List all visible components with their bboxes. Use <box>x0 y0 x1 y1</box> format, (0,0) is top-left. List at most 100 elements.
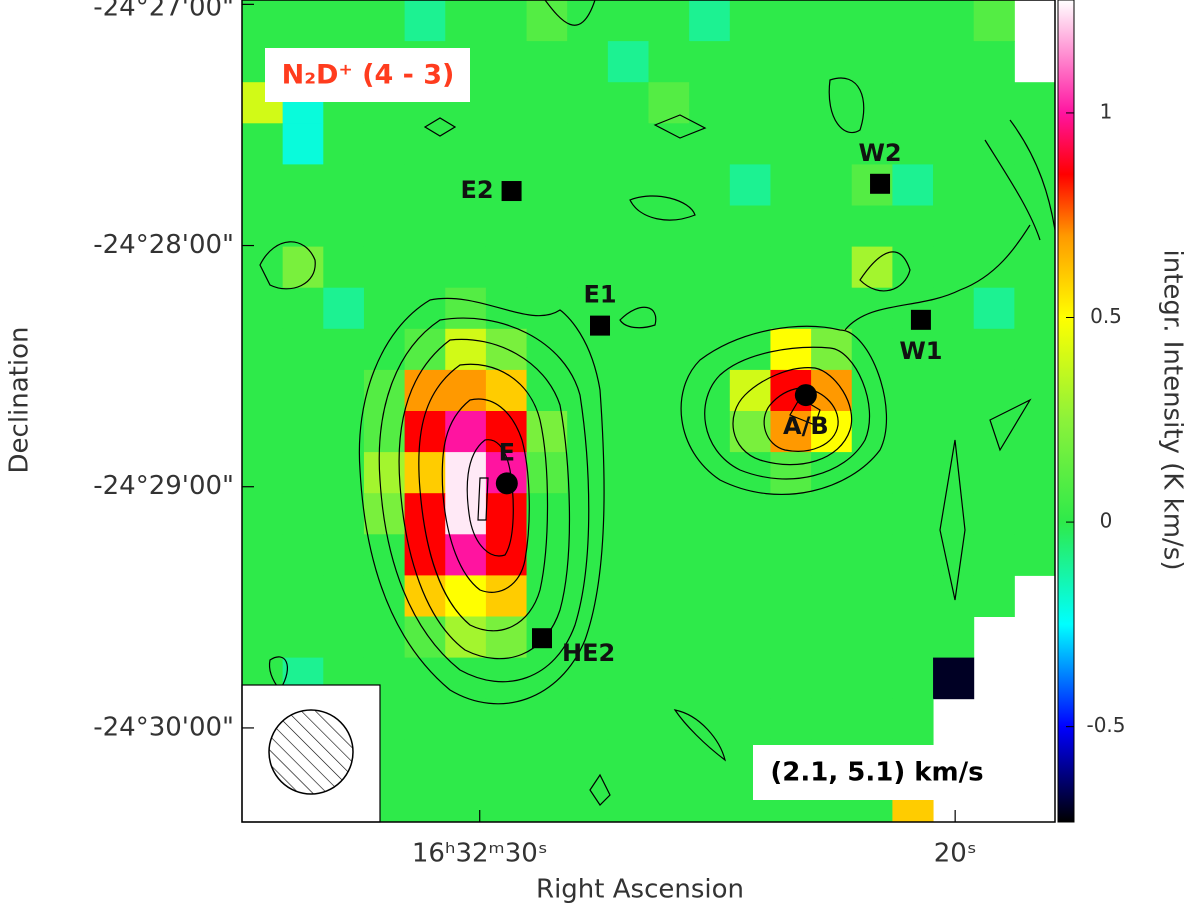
pixel <box>973 369 1015 412</box>
pixel <box>485 657 528 700</box>
pixel <box>1014 493 1055 535</box>
pixel <box>811 452 853 494</box>
pixel <box>648 41 690 83</box>
pixel <box>242 328 284 371</box>
pixel <box>933 123 975 165</box>
pixel <box>363 534 406 576</box>
pixel <box>1014 246 1055 289</box>
pixel <box>404 739 446 782</box>
pixel <box>445 493 487 535</box>
pixel <box>648 616 690 659</box>
pixel <box>526 657 568 700</box>
pixel <box>729 82 771 124</box>
pixel <box>811 287 853 330</box>
pixel <box>404 411 446 453</box>
pixel <box>892 616 934 659</box>
pixel <box>892 698 934 741</box>
pixel <box>445 739 487 782</box>
pixel <box>607 616 649 659</box>
pixel <box>445 0 487 42</box>
pixel <box>1014 123 1055 165</box>
pixel <box>404 657 446 700</box>
pixel <box>242 616 284 659</box>
pixel <box>607 452 649 494</box>
pixel <box>689 164 731 206</box>
pixel <box>689 41 731 83</box>
pixel <box>485 205 528 248</box>
source-marker <box>870 173 891 194</box>
y-axis-title: Declination <box>5 327 35 474</box>
pixel <box>363 287 406 330</box>
pixel <box>526 369 568 412</box>
pixel <box>526 287 568 330</box>
pixel <box>567 0 609 42</box>
pixel <box>892 452 934 494</box>
pixel <box>729 698 771 741</box>
pixel <box>648 657 690 700</box>
pixel <box>607 123 649 165</box>
pixel <box>485 41 528 83</box>
pixel <box>648 698 690 741</box>
pixel <box>607 493 649 535</box>
beam <box>268 709 354 795</box>
pixel <box>567 369 609 412</box>
pixel <box>770 493 812 535</box>
source-label: HE2 <box>562 639 615 667</box>
pixel <box>729 575 771 617</box>
pixel <box>729 123 771 165</box>
pixel <box>973 246 1015 289</box>
pixel <box>933 328 975 371</box>
pixel <box>526 246 568 289</box>
pixel <box>607 287 649 330</box>
pixel <box>1014 82 1055 124</box>
pixel <box>973 452 1015 494</box>
pixel <box>282 0 324 42</box>
pixel <box>567 82 609 124</box>
pixel <box>648 534 690 576</box>
pixel <box>485 616 528 659</box>
pixel <box>363 205 406 248</box>
pixel <box>689 328 731 371</box>
pixel <box>282 328 324 371</box>
title-box <box>265 48 470 102</box>
pixel <box>282 493 324 535</box>
pixel <box>445 616 487 659</box>
pixel <box>526 205 568 248</box>
pixel <box>323 369 365 412</box>
pixel <box>404 0 446 42</box>
pixel <box>973 575 1015 617</box>
pixel <box>648 164 690 206</box>
pixel <box>689 123 731 165</box>
pixel <box>567 246 609 289</box>
pixel <box>485 698 528 741</box>
pixel <box>485 493 528 535</box>
pixel <box>445 452 487 494</box>
overlay: 16ʰ32ᵐ30ˢ 20ˢ -24°27'00" -24°28'00" -24°29'0… <box>93 0 1125 869</box>
pixel <box>445 328 487 371</box>
pixel <box>404 452 446 494</box>
pixel <box>973 493 1015 535</box>
pixel <box>811 123 853 165</box>
source-marker <box>495 472 518 495</box>
pixel <box>729 164 771 206</box>
pixel <box>607 0 649 42</box>
pixel <box>607 411 649 453</box>
pixel <box>729 246 771 289</box>
pixel <box>811 616 853 659</box>
pixel <box>811 369 853 412</box>
pixel <box>648 575 690 617</box>
pixel <box>404 246 446 289</box>
pixel <box>648 0 690 42</box>
pixel <box>689 616 731 659</box>
pixel <box>851 616 893 659</box>
source-label: W1 <box>899 337 942 365</box>
pixel <box>323 534 365 576</box>
pixel <box>567 328 609 371</box>
pixel <box>892 657 934 700</box>
pixel <box>363 369 406 412</box>
pixel <box>770 0 812 42</box>
pixel <box>404 616 446 659</box>
pixel <box>282 164 324 206</box>
pixel <box>526 411 568 453</box>
